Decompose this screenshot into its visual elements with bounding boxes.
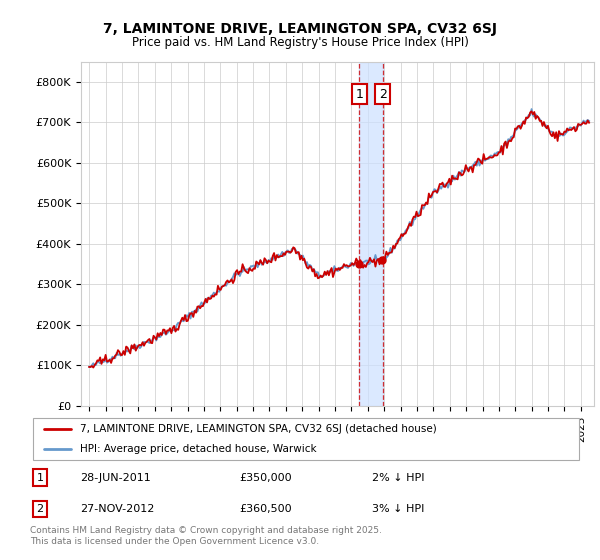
Text: Price paid vs. HM Land Registry's House Price Index (HPI): Price paid vs. HM Land Registry's House … — [131, 36, 469, 49]
Text: 7, LAMINTONE DRIVE, LEAMINGTON SPA, CV32 6SJ (detached house): 7, LAMINTONE DRIVE, LEAMINGTON SPA, CV32… — [80, 424, 436, 434]
Text: 27-NOV-2012: 27-NOV-2012 — [80, 504, 154, 514]
Text: Contains HM Land Registry data © Crown copyright and database right 2025.
This d: Contains HM Land Registry data © Crown c… — [30, 526, 382, 546]
Text: 2% ↓ HPI: 2% ↓ HPI — [372, 473, 425, 483]
Text: HPI: Average price, detached house, Warwick: HPI: Average price, detached house, Warw… — [80, 444, 316, 454]
Text: 1: 1 — [356, 87, 364, 100]
FancyBboxPatch shape — [33, 418, 579, 460]
Text: 2: 2 — [37, 504, 44, 514]
Text: 3% ↓ HPI: 3% ↓ HPI — [372, 504, 425, 514]
Text: 7, LAMINTONE DRIVE, LEAMINGTON SPA, CV32 6SJ: 7, LAMINTONE DRIVE, LEAMINGTON SPA, CV32… — [103, 22, 497, 36]
Text: 2: 2 — [379, 87, 386, 100]
Text: £360,500: £360,500 — [240, 504, 292, 514]
Bar — [359, 62, 383, 406]
Text: £350,000: £350,000 — [240, 473, 292, 483]
Text: 1: 1 — [37, 473, 44, 483]
Text: 28-JUN-2011: 28-JUN-2011 — [80, 473, 151, 483]
